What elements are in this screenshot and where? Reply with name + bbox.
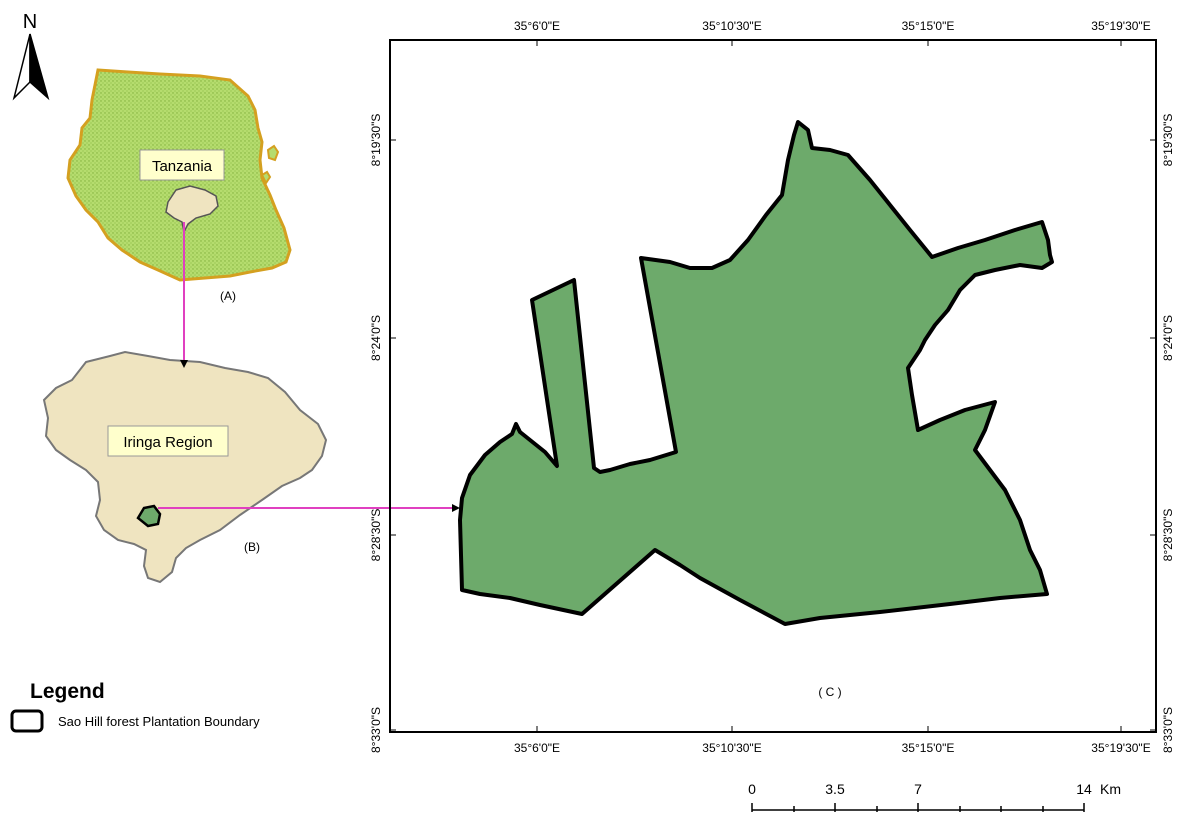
left-tick-label: 8°19'30"S <box>369 114 383 167</box>
arrowhead-icon <box>180 360 188 368</box>
inset-iringa: Iringa Region (B) <box>42 350 328 584</box>
main-map: 35°6'0"E 35°10'30"E 35°15'0"E 35°19'30"E… <box>369 19 1175 755</box>
sao-hill-plantation-polygon <box>458 120 1054 626</box>
north-arrow-right-icon <box>29 33 50 101</box>
right-tick-label: 8°19'30"S <box>1161 114 1175 167</box>
panel-a-label: (A) <box>220 289 236 303</box>
pemba-island <box>260 170 272 185</box>
legend: Legend Sao Hill forest Plantation Bounda… <box>10 680 260 733</box>
right-tick-label: 8°24'0"S <box>1161 315 1175 361</box>
iringa-outline <box>42 350 328 584</box>
top-tick-label: 35°6'0"E <box>514 19 560 33</box>
top-tick-label: 35°15'0"E <box>902 19 955 33</box>
connector-arrows <box>158 222 460 512</box>
legend-swatch-boundary <box>10 709 44 733</box>
zanzibar-island <box>266 144 280 162</box>
right-tick-label: 8°28'30"S <box>1161 509 1175 562</box>
inset-tanzania: Tanzania (A) <box>66 68 292 303</box>
top-tick-label: 35°19'30"E <box>1091 19 1150 33</box>
north-arrow: N <box>12 11 50 101</box>
tanzania-label-box <box>139 149 225 181</box>
legend-item-label: Sao Hill forest Plantation Boundary <box>58 714 260 729</box>
iringa-in-tanzania <box>165 185 219 235</box>
scale-bar: 0 3.5 7 14 Km <box>748 781 1121 812</box>
scale-unit: Km <box>1100 781 1121 797</box>
north-arrow-left-icon <box>12 33 31 101</box>
left-tick-label: 8°24'0"S <box>369 315 383 361</box>
top-tick-label: 35°10'30"E <box>702 19 761 33</box>
tanzania-label: Tanzania <box>152 158 213 175</box>
panel-b-label: (B) <box>244 540 260 554</box>
scale-label: 7 <box>914 781 922 797</box>
scale-label: 0 <box>748 781 756 797</box>
legend-title: Legend <box>30 680 105 703</box>
iringa-label: Iringa Region <box>123 434 212 451</box>
north-label: N <box>23 11 37 33</box>
left-tick-label: 8°28'30"S <box>369 509 383 562</box>
right-tick-label: 8°33'0"S <box>1161 707 1175 753</box>
bottom-tick-label: 35°19'30"E <box>1091 741 1150 755</box>
sao-hill-in-iringa <box>136 504 162 528</box>
panel-c-label: ( C ) <box>818 685 841 699</box>
bottom-tick-label: 35°10'30"E <box>702 741 761 755</box>
scale-bar-line <box>751 803 1085 812</box>
scale-label: 14 <box>1076 781 1092 797</box>
graticule-ticks <box>390 40 1156 732</box>
map-frame <box>389 39 1157 733</box>
left-tick-label: 8°33'0"S <box>369 707 383 753</box>
iringa-label-box <box>107 425 229 457</box>
bottom-tick-label: 35°15'0"E <box>902 741 955 755</box>
scale-label: 3.5 <box>825 781 845 797</box>
arrowhead-icon <box>452 504 460 512</box>
bottom-tick-label: 35°6'0"E <box>514 741 560 755</box>
